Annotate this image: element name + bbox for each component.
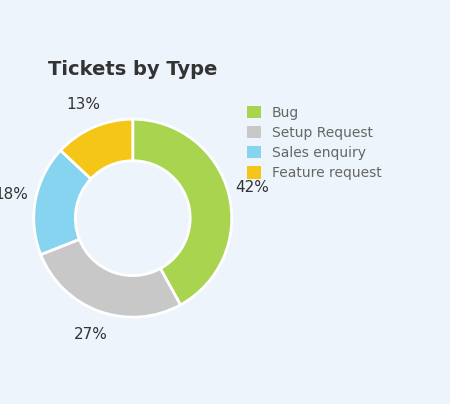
Wedge shape — [34, 150, 91, 255]
Legend: Bug, Setup Request, Sales enquiry, Feature request: Bug, Setup Request, Sales enquiry, Featu… — [243, 101, 386, 185]
Title: Tickets by Type: Tickets by Type — [48, 60, 217, 79]
Text: 27%: 27% — [74, 327, 108, 342]
Wedge shape — [133, 119, 232, 305]
Wedge shape — [61, 119, 133, 179]
Text: 13%: 13% — [67, 97, 101, 112]
Text: 42%: 42% — [236, 180, 270, 195]
Text: 18%: 18% — [0, 187, 28, 202]
Wedge shape — [40, 239, 180, 317]
